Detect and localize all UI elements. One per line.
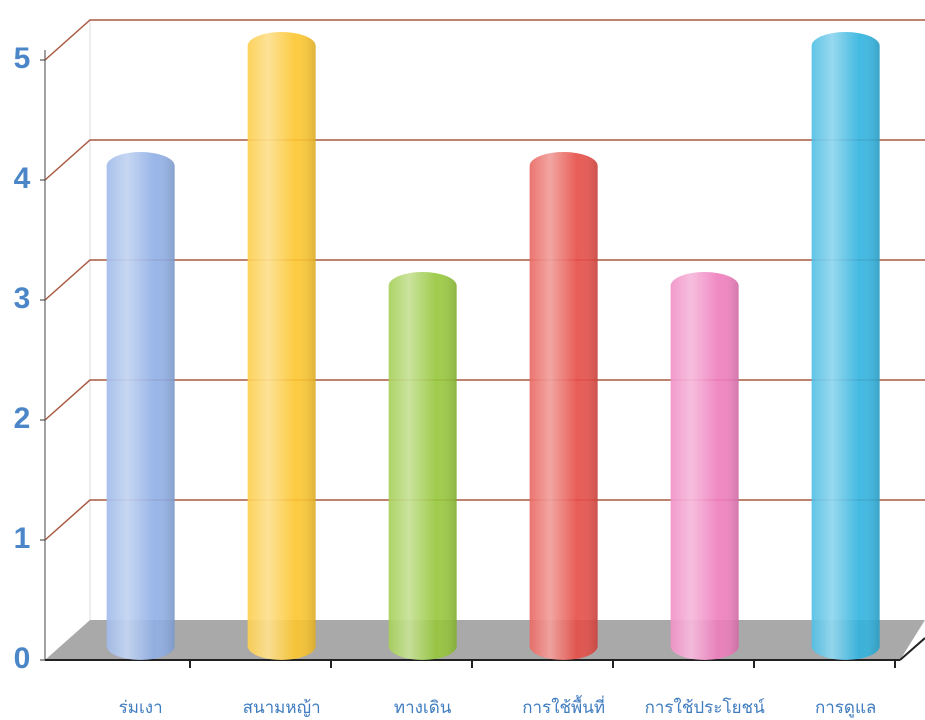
y-tick-label: 0 [14,642,31,675]
bar-shine [529,152,598,661]
grid-line [44,499,925,541]
y-tick-label: 5 [14,42,31,75]
y-tick-label: 2 [14,402,31,435]
x-tick-label: สนามหญ้า [243,698,321,718]
x-tick-label: การดูแล [815,698,876,718]
bar-shine [106,152,175,660]
y-tick-label: 1 [14,522,31,555]
bar-shine [811,32,880,661]
grid-line [44,139,925,181]
grid-line [44,379,925,421]
grid-line [44,259,925,301]
bar-shine [247,32,316,660]
x-axis-depth [899,637,925,661]
y-tick-label: 3 [14,282,31,315]
x-tick-label: ทางเดิน [394,698,452,718]
x-tick-label: การใช้ประโยชน์ [645,697,765,718]
x-tick-label: ร่มเงา [119,698,163,718]
x-tick-label: การใช้พื้นที่ [522,695,605,718]
grid-line [44,19,925,61]
bar-shine [388,272,457,661]
y-tick-label: 4 [14,162,31,195]
bar-shine [670,272,739,661]
floor [45,620,925,660]
